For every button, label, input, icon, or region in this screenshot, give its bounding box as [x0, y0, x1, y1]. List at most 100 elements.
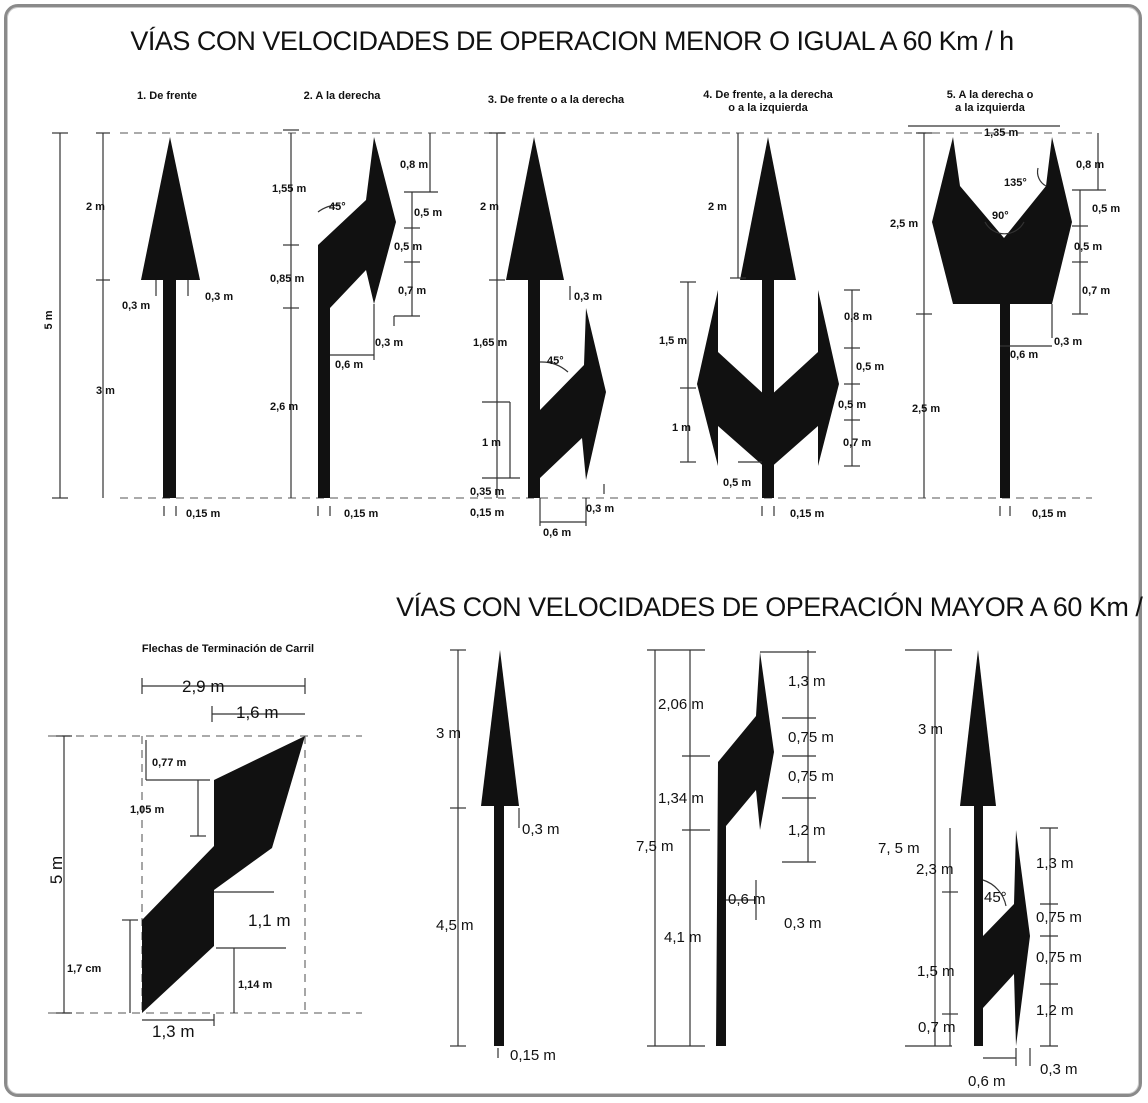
arrow-b1-head [481, 650, 519, 806]
dim-b1-shaft: 4,5 m [436, 917, 474, 934]
dim-a2-r4: 0,7 m [398, 285, 426, 297]
caption-1: 1. De frente [137, 90, 197, 102]
caption-4b: o a la izquierda [728, 102, 808, 114]
dim-a4-b1: 0,5 m [723, 477, 751, 489]
arrow-b1-shaft [494, 804, 504, 1046]
dim-b2-w2: 0,3 m [784, 915, 822, 932]
caption-2: 2. A la derecha [304, 90, 382, 102]
arrow-b2-shape [716, 652, 774, 1046]
dim-a2-mid: 0,85 m [270, 273, 304, 285]
dim-a5-r1: 0,8 m [1076, 159, 1104, 171]
figure-frame [4, 4, 1142, 1097]
title-high-speed: VÍAS CON VELOCIDADES DE OPERACIÓN MAYOR … [396, 591, 1148, 622]
dim-a1-head: 2 m [86, 201, 105, 213]
dim-lane-h5: 1,7 cm [67, 963, 101, 975]
dim-b2-r3: 0,75 m [788, 768, 834, 785]
arrow-1-head [141, 137, 200, 280]
dim-b3-r2: 0,75 m [1036, 909, 1082, 926]
caption-3: 3. De frente o a la derecha [488, 94, 625, 106]
dim-total-label: 5 m [43, 310, 55, 329]
dim-b1-w: 0,3 m [522, 821, 560, 838]
dim-a4-l1: 1,5 m [659, 335, 687, 347]
dim-b2-total: 7,5 m [636, 838, 674, 855]
lane-end-arrow [142, 736, 305, 1013]
dim-a3-b3: 0,3 m [586, 503, 614, 515]
dim-b1-head: 3 m [436, 725, 461, 742]
dim-a2-w: 0,6 m [335, 359, 363, 371]
dim-b3-w2: 0,3 m [1040, 1061, 1078, 1078]
arrow-4-dims [680, 133, 860, 516]
caption-5b: a la izquierda [955, 102, 1026, 114]
dim-a2-r5: 0,3 m [375, 337, 403, 349]
arrow-2-shape [318, 137, 396, 498]
dim-a2-r3: 0,5 m [394, 241, 422, 253]
dim-a4-b2: 0,15 m [790, 508, 824, 520]
dim-a5-r2: 0,5 m [1092, 203, 1120, 215]
dim-b3-total: 7, 5 m [878, 840, 920, 857]
dim-a2-base: 0,15 m [344, 508, 378, 520]
dim-a5-ang1: 135° [1004, 177, 1027, 189]
dim-b2-top: 2,06 m [658, 696, 704, 713]
dim-a4-r2: 0,5 m [856, 361, 884, 373]
dim-b2-r4: 1,2 m [788, 822, 826, 839]
dim-a5-ang2: 90° [992, 210, 1009, 222]
dim-lane-h4: 1,14 m [238, 979, 272, 991]
dim-a4-head: 2 m [708, 201, 727, 213]
dim-lane-h1: 0,77 m [152, 757, 186, 769]
dim-b2-low: 4,1 m [664, 929, 702, 946]
dim-a5-r4: 0,7 m [1082, 285, 1110, 297]
dim-a3-angle: 45° [547, 355, 564, 367]
arrow-4-head [740, 137, 796, 280]
dim-b3-head: 3 m [918, 721, 943, 738]
dim-lane-w-base: 1,3 m [152, 1022, 195, 1041]
dim-a1-wr: 0,3 m [205, 291, 233, 303]
dim-a2-angle: 45° [329, 201, 346, 213]
dim-a3-head: 2 m [480, 201, 499, 213]
caption-4a: 4. De frente, a la derecha [703, 89, 833, 101]
dim-b2-w: 0,6 m [728, 891, 766, 908]
dim-lane-w-total: 2,9 m [182, 677, 225, 696]
arrow-b3-dims [905, 649, 1058, 1066]
arrow-b3-head [960, 650, 996, 806]
dim-b2-r2: 0,75 m [788, 729, 834, 746]
arrow-3-shaft [528, 278, 540, 498]
dim-a4-r1: 0,8 m [844, 311, 872, 323]
dim-lane-h-total: 5 m [47, 856, 66, 884]
dim-a2-r1: 0,8 m [400, 159, 428, 171]
arrow-3-head [506, 137, 564, 280]
lane-end-dims [56, 678, 306, 1026]
dim-a4-r4: 0,7 m [843, 437, 871, 449]
dim-a3-b4: 0,6 m [543, 527, 571, 539]
dim-b3-low: 1,5 m [917, 963, 955, 980]
dim-b3-r3: 0,75 m [1036, 949, 1082, 966]
dim-a5-w: 0,6 m [1010, 349, 1038, 361]
dim-a2-r2: 0,5 m [414, 207, 442, 219]
dim-b1-base: 0,15 m [510, 1047, 556, 1064]
arrow-2-dims [283, 129, 438, 516]
dim-a5-base: 0,15 m [1032, 508, 1066, 520]
lane-end-title: Flechas de Terminación de Carril [142, 643, 314, 655]
dim-b3-w: 0,6 m [968, 1073, 1006, 1090]
arrow-1-shaft [163, 278, 176, 498]
arrow-5-dims [908, 125, 1106, 516]
arrow-b3-side [983, 830, 1030, 1046]
arrow-b3-shaft [974, 804, 983, 1046]
dim-a4-r3: 0,5 m [838, 399, 866, 411]
dim-lane-w-head: 1,6 m [236, 703, 279, 722]
dim-a3-b2: 0,15 m [470, 507, 504, 519]
dim-a4-l2: 1 m [672, 422, 691, 434]
title-low-speed: VÍAS CON VELOCIDADES DE OPERACION MENOR … [130, 26, 1013, 56]
dim-b3-base: 0,7 m [918, 1019, 956, 1036]
dim-b3-r1: 1,3 m [1036, 855, 1074, 872]
dim-total-5m [52, 132, 68, 499]
dim-a2-low: 2,6 m [270, 401, 298, 413]
dim-lane-h2: 1,05 m [130, 804, 164, 816]
dim-b2-mid: 1,34 m [658, 790, 704, 807]
dim-a5-l1: 2,5 m [890, 218, 918, 230]
arrow-5-shape [932, 137, 1072, 498]
dim-a3-wr: 0,3 m [574, 291, 602, 303]
dim-b2-r1: 1,3 m [788, 673, 826, 690]
caption-5a: 5. A la derecha o [947, 89, 1034, 101]
dim-b3-mid: 2,3 m [916, 861, 954, 878]
